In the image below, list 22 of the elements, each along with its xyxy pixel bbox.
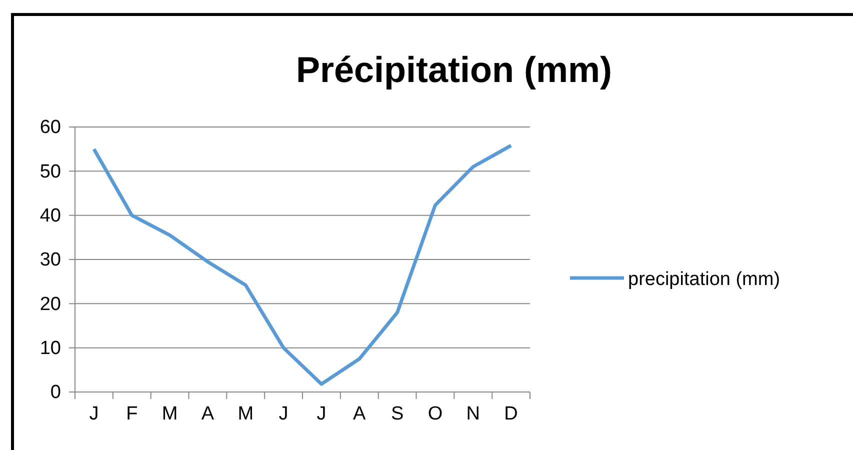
y-tick-label: 0 [50,382,61,404]
x-tick-label: J [89,404,99,425]
x-tick-label: S [390,404,404,425]
x-tick-label: A [353,404,366,425]
x-tick-label: D [504,404,518,425]
chart-title: Précipitation (mm) [296,49,612,90]
x-tick-label: M [162,404,178,425]
line-series [92,144,513,386]
x-tick-label: M [238,404,254,425]
x-tick-label: N [466,404,480,425]
x-tick-label: J [278,404,288,425]
x-tick-label: O [428,404,443,425]
y-tick-label: 40 [40,205,61,226]
y-tick-label: 30 [40,250,61,271]
legend-label: precipitation (mm) [628,269,780,290]
y-tick-label: 20 [40,294,61,315]
x-tick-label: J [316,404,326,425]
y-tick-label: 50 [40,161,61,182]
x-tick-label: F [126,404,138,425]
y-tick-label: 60 [40,117,61,138]
x-tick-label: A [201,404,214,425]
y-tick-label: 10 [40,338,61,359]
